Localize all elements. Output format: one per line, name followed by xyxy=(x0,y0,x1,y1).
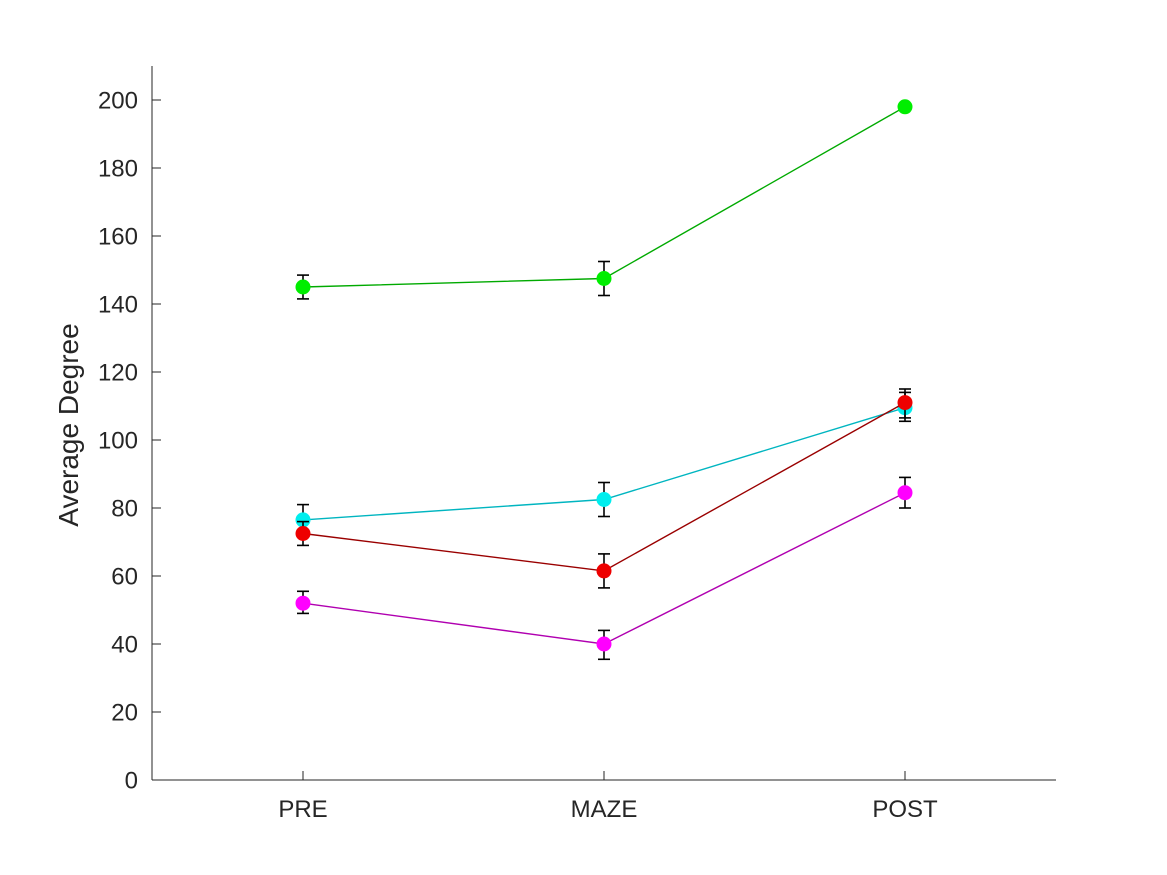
data-point xyxy=(897,99,913,115)
y-tick-label: 160 xyxy=(98,224,138,251)
axes xyxy=(151,66,1056,781)
series-1 xyxy=(295,391,913,535)
y-tick-label: 120 xyxy=(98,360,138,387)
series-0 xyxy=(295,99,913,300)
data-point xyxy=(596,492,612,507)
data-point xyxy=(295,526,311,541)
series-3 xyxy=(295,476,913,661)
x-tick-label: MAZE xyxy=(571,796,638,823)
y-tick-label: 180 xyxy=(98,156,138,183)
y-tick-label: 40 xyxy=(111,632,138,659)
y-tick-label: 100 xyxy=(98,428,138,455)
y-tick-label: 0 xyxy=(125,768,138,795)
y-tick-label: 140 xyxy=(98,292,138,319)
y-tick-label: 20 xyxy=(111,700,138,727)
y-axis-title: Average Degree xyxy=(53,323,84,526)
series-line xyxy=(302,106,906,288)
series-2 xyxy=(295,388,913,589)
plot-area xyxy=(295,99,913,661)
x-tick-label: PRE xyxy=(278,796,327,823)
y-tick-label: 80 xyxy=(111,496,138,523)
y-tick-label: 60 xyxy=(111,564,138,591)
y-tick-label: 200 xyxy=(98,88,138,115)
data-point xyxy=(295,279,311,295)
y-ticks: 0 20 40 60 80 100 120 140 160 180 200 xyxy=(98,88,161,795)
data-point xyxy=(295,595,311,611)
data-point xyxy=(596,563,612,579)
data-point xyxy=(596,271,612,286)
data-point xyxy=(295,512,311,528)
x-ticks: PRE MAZE POST xyxy=(278,771,938,823)
data-point xyxy=(897,485,913,501)
x-tick-label: POST xyxy=(872,796,938,823)
data-point xyxy=(897,395,913,411)
data-point xyxy=(596,636,612,652)
